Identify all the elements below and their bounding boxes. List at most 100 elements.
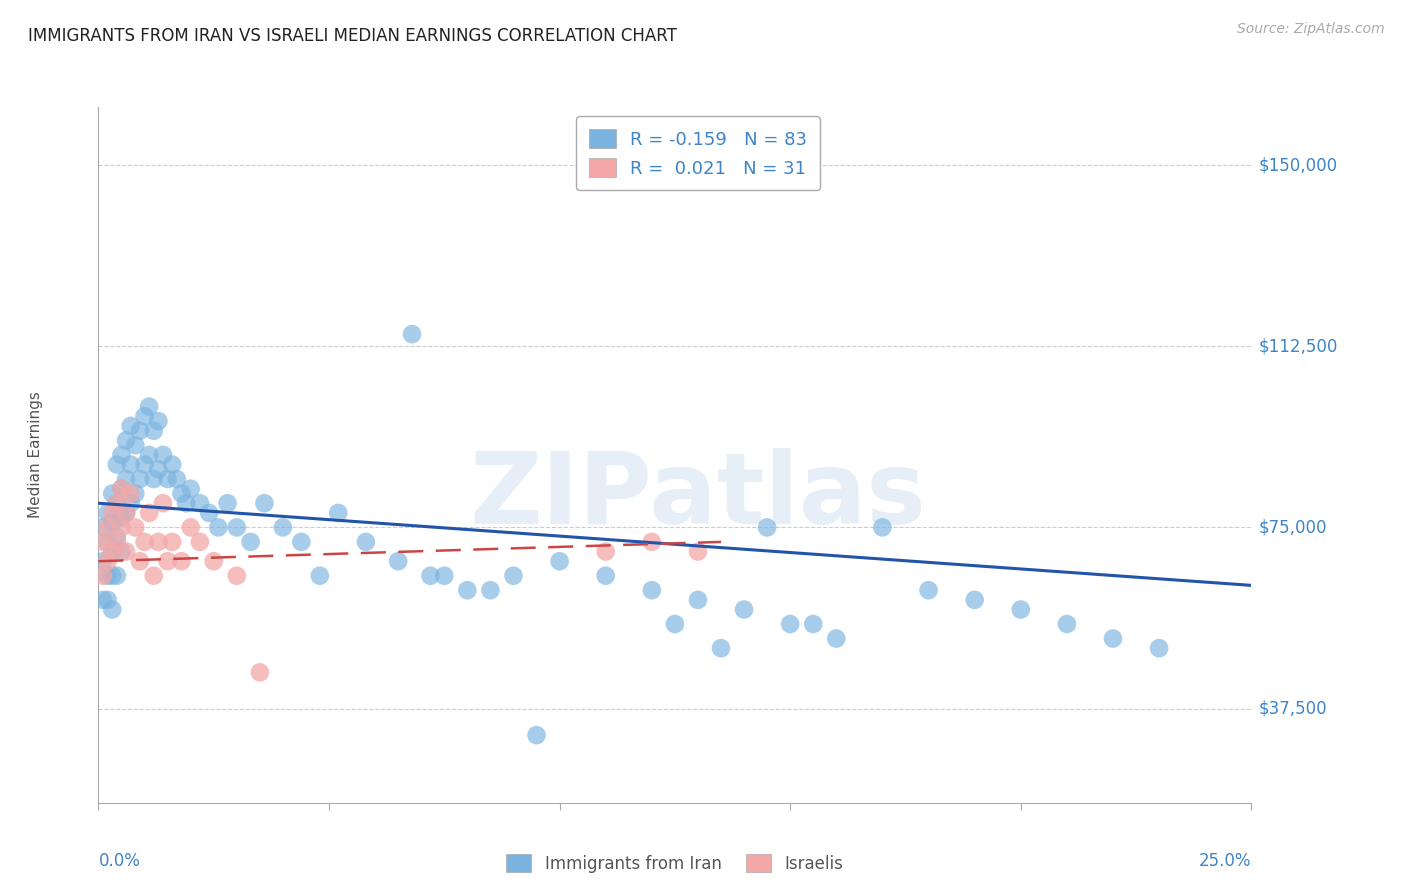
Text: $112,500: $112,500 bbox=[1258, 337, 1337, 355]
Text: ZIPatlas: ZIPatlas bbox=[470, 448, 927, 545]
Point bbox=[115, 506, 138, 520]
Point bbox=[91, 592, 114, 607]
Text: 0.0%: 0.0% bbox=[98, 852, 141, 870]
Point bbox=[664, 617, 686, 632]
Point bbox=[526, 728, 548, 742]
Point bbox=[160, 458, 183, 472]
Point bbox=[354, 534, 377, 549]
Point bbox=[225, 520, 247, 534]
Point bbox=[138, 400, 160, 414]
Point bbox=[180, 482, 202, 496]
Point bbox=[110, 482, 132, 496]
Point bbox=[686, 544, 709, 558]
Point bbox=[91, 554, 114, 568]
Point bbox=[124, 520, 146, 534]
Point bbox=[249, 665, 271, 680]
Text: $37,500: $37,500 bbox=[1258, 699, 1327, 717]
Point bbox=[641, 583, 664, 598]
Point bbox=[101, 602, 124, 616]
Point bbox=[105, 534, 128, 549]
Point bbox=[641, 534, 664, 549]
Point bbox=[129, 554, 152, 568]
Point bbox=[105, 458, 128, 472]
Point bbox=[456, 583, 478, 598]
Point bbox=[328, 506, 350, 520]
Text: $150,000: $150,000 bbox=[1258, 156, 1337, 174]
Point bbox=[124, 486, 146, 500]
Point bbox=[115, 544, 138, 558]
Point bbox=[160, 534, 183, 549]
Point bbox=[207, 520, 229, 534]
Point bbox=[401, 327, 423, 342]
Point bbox=[110, 482, 132, 496]
Point bbox=[97, 592, 120, 607]
Text: IMMIGRANTS FROM IRAN VS ISRAELI MEDIAN EARNINGS CORRELATION CHART: IMMIGRANTS FROM IRAN VS ISRAELI MEDIAN E… bbox=[28, 27, 678, 45]
Point bbox=[198, 506, 221, 520]
Point bbox=[595, 544, 617, 558]
Point bbox=[271, 520, 294, 534]
Point bbox=[801, 617, 824, 632]
Point bbox=[142, 568, 165, 582]
Point bbox=[595, 568, 617, 582]
Point bbox=[253, 496, 276, 510]
Point bbox=[174, 496, 197, 510]
Point bbox=[1102, 632, 1125, 646]
Point bbox=[120, 419, 142, 434]
Point bbox=[239, 534, 262, 549]
Point bbox=[115, 506, 138, 520]
Point bbox=[105, 496, 128, 510]
Point bbox=[1147, 641, 1170, 656]
Point bbox=[502, 568, 524, 582]
Point bbox=[419, 568, 441, 582]
Point bbox=[129, 472, 152, 486]
Point bbox=[548, 554, 571, 568]
Point bbox=[138, 448, 160, 462]
Point bbox=[710, 641, 733, 656]
Point bbox=[129, 424, 152, 438]
Point bbox=[138, 506, 160, 520]
Point bbox=[202, 554, 225, 568]
Point bbox=[110, 520, 132, 534]
Point bbox=[170, 554, 193, 568]
Point bbox=[105, 568, 128, 582]
Point bbox=[142, 424, 165, 438]
Point bbox=[120, 496, 142, 510]
Point bbox=[188, 534, 211, 549]
Point bbox=[101, 486, 124, 500]
Point bbox=[156, 472, 179, 486]
Point bbox=[134, 409, 156, 424]
Point bbox=[180, 520, 202, 534]
Point bbox=[97, 554, 120, 568]
Point bbox=[91, 534, 114, 549]
Text: 25.0%: 25.0% bbox=[1199, 852, 1251, 870]
Point bbox=[152, 448, 174, 462]
Point bbox=[479, 583, 502, 598]
Legend: Immigrants from Iran, Israelis: Immigrants from Iran, Israelis bbox=[499, 847, 851, 880]
Point bbox=[170, 486, 193, 500]
Legend: R = -0.159   N = 83, R =  0.021   N = 31: R = -0.159 N = 83, R = 0.021 N = 31 bbox=[576, 116, 820, 190]
Point bbox=[433, 568, 456, 582]
Point bbox=[217, 496, 239, 510]
Point bbox=[148, 414, 170, 428]
Point bbox=[101, 544, 124, 558]
Point bbox=[134, 534, 156, 549]
Point bbox=[963, 592, 986, 607]
Point bbox=[91, 568, 114, 582]
Text: Median Earnings: Median Earnings bbox=[28, 392, 42, 518]
Point bbox=[308, 568, 330, 582]
Point bbox=[148, 534, 170, 549]
Point bbox=[124, 438, 146, 452]
Point bbox=[115, 434, 138, 448]
Point bbox=[110, 544, 132, 558]
Point bbox=[110, 510, 132, 524]
Point bbox=[148, 462, 170, 476]
Point bbox=[101, 506, 124, 520]
Point bbox=[225, 568, 247, 582]
Point bbox=[152, 496, 174, 510]
Point bbox=[120, 486, 142, 500]
Point bbox=[97, 506, 120, 520]
Point bbox=[101, 516, 124, 530]
Point bbox=[97, 534, 120, 549]
Point bbox=[142, 472, 165, 486]
Point bbox=[115, 472, 138, 486]
